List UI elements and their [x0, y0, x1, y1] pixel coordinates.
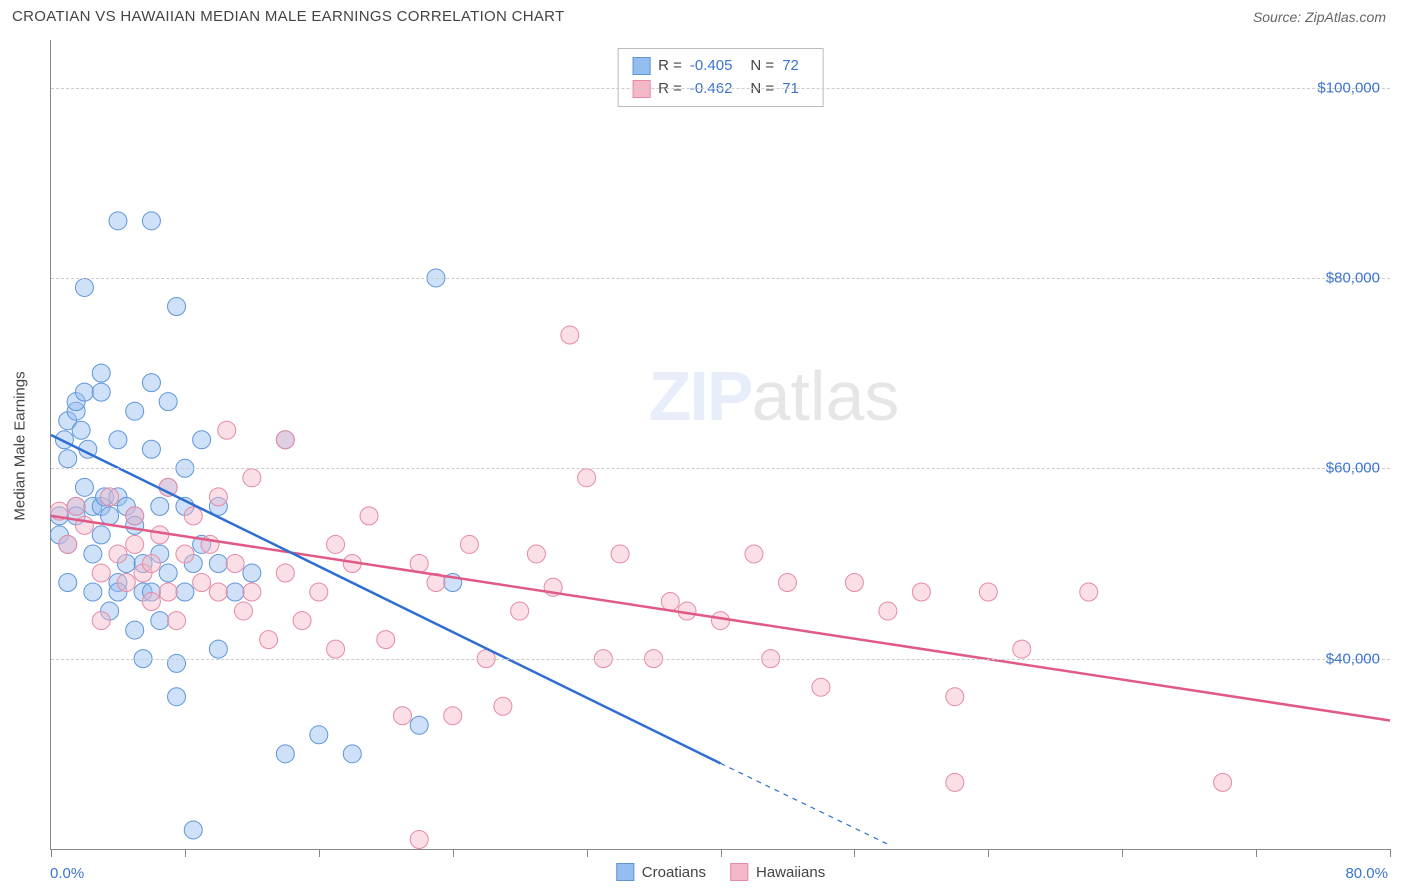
gridline: [51, 659, 1390, 660]
swatch-hawaiians: [632, 80, 650, 98]
stat-n-hawaiians: 71: [782, 78, 799, 101]
stat-r-hawaiians: -0.462: [690, 78, 733, 101]
gridline: [51, 468, 1390, 469]
xtick: [1122, 849, 1123, 857]
ytick-label: $60,000: [1326, 460, 1380, 477]
gridline: [51, 278, 1390, 279]
correlation-stats-box: R = -0.405 N = 72 R = -0.462 N = 71: [617, 48, 824, 107]
legend-label-croatians: Croatians: [642, 864, 706, 881]
xtick: [185, 849, 186, 857]
legend-swatch-croatians: [616, 863, 634, 881]
ytick-label: $100,000: [1317, 79, 1380, 96]
xtick: [988, 849, 989, 857]
xtick: [721, 849, 722, 857]
xtick: [587, 849, 588, 857]
xtick: [319, 849, 320, 857]
scatter-plot-svg: [51, 40, 1390, 849]
xtick: [1256, 849, 1257, 857]
x-axis-min-label: 0.0%: [50, 865, 84, 882]
chart-plot-area: ZIPatlas R = -0.405 N = 72 R = -0.462 N …: [50, 40, 1390, 850]
xtick: [51, 849, 52, 857]
x-axis-max-label: 80.0%: [1345, 865, 1388, 882]
y-axis-label: Median Male Earnings: [12, 371, 29, 520]
ytick-label: $40,000: [1326, 650, 1380, 667]
xtick: [854, 849, 855, 857]
legend-item-hawaiians: Hawaiians: [730, 863, 825, 881]
stats-row-hawaiians: R = -0.462 N = 71: [632, 78, 809, 101]
stat-label-n: N =: [750, 55, 774, 78]
legend: Croatians Hawaiians: [616, 863, 825, 881]
legend-swatch-hawaiians: [730, 863, 748, 881]
xtick: [453, 849, 454, 857]
legend-item-croatians: Croatians: [616, 863, 706, 881]
stat-label-r: R =: [658, 78, 682, 101]
chart-title: CROATIAN VS HAWAIIAN MEDIAN MALE EARNING…: [12, 8, 565, 25]
stat-label-r: R =: [658, 55, 682, 78]
source-attribution: Source: ZipAtlas.com: [1253, 9, 1386, 25]
legend-label-hawaiians: Hawaiians: [756, 864, 825, 881]
stats-row-croatians: R = -0.405 N = 72: [632, 55, 809, 78]
ytick-label: $80,000: [1326, 269, 1380, 286]
gridline: [51, 88, 1390, 89]
stat-label-n: N =: [750, 78, 774, 101]
xtick: [1390, 849, 1391, 857]
swatch-croatians: [632, 57, 650, 75]
stat-r-croatians: -0.405: [690, 55, 733, 78]
stat-n-croatians: 72: [782, 55, 799, 78]
